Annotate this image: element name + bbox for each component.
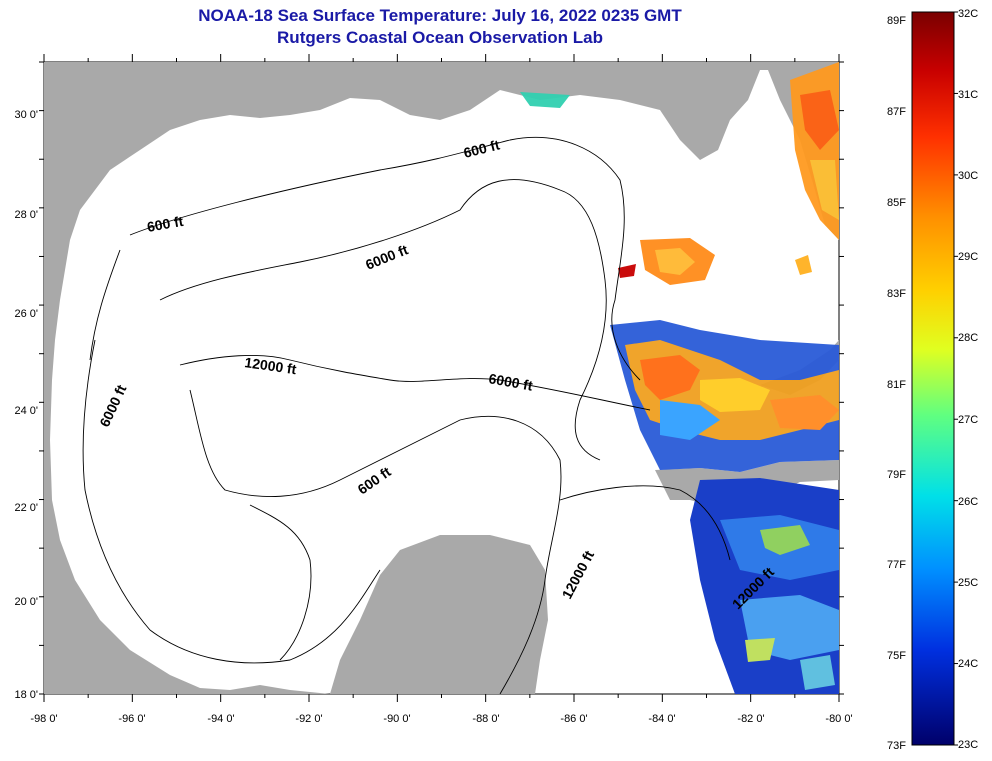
lon-tick-label: -84 0' [648,713,675,725]
temperature-colorbar: 32C 31C 30C 29C 28C 27C 26C 25C 24C 23C … [887,8,978,752]
lat-tick-label: 24 0' [14,405,38,417]
colorbar-fahrenheit-label: 85F [887,197,906,209]
colorbar-celsius-label: 29C [958,251,978,263]
colorbar-celsius-label: 26C [958,496,978,508]
colorbar-fahrenheit-label: 75F [887,650,906,662]
contour-label-6000ft-central: 6000 ft [487,370,534,394]
colorbar-celsius-label: 31C [958,89,978,101]
lat-tick-label: 30 0' [14,109,38,121]
lat-tick-label: 26 0' [14,308,38,320]
lon-tick-label: -82 0' [737,713,764,725]
bathymetry-contours [82,136,731,694]
lat-tick-label: 18 0' [14,689,38,701]
colorbar-fahrenheit-label: 87F [887,106,906,118]
lat-tick-label: 28 0' [14,209,38,221]
north-america-land [44,62,839,694]
lon-tick-label: -86 0' [560,713,587,725]
colorbar-celsius-label: 28C [958,332,978,344]
colorbar-celsius-label: 23C [958,739,978,751]
sst-swath-southeast [690,478,839,694]
colorbar-gradient [911,11,955,746]
sst-swath-east [520,62,839,472]
contour-label-12000ft: 12000 ft [244,354,298,377]
lat-tick-label: 22 0' [14,502,38,514]
colorbar-fahrenheit-label: 83F [887,288,906,300]
lon-tick-label: -94 0' [207,713,234,725]
lon-tick-label: -98 0' [30,713,57,725]
longitude-axis: -98 0' -96 0' -94 0' -92 0' -90 0' -88 0… [30,713,852,725]
map-title: NOAA-18 Sea Surface Temperature: July 16… [198,6,682,25]
colorbar-fahrenheit-label: 73F [887,740,906,752]
lon-tick-label: -88 0' [472,713,499,725]
colorbar-fahrenheit-label: 77F [887,559,906,571]
colorbar-celsius-label: 30C [958,170,978,182]
colorbar-celsius-label: 25C [958,577,978,589]
lon-tick-label: -90 0' [383,713,410,725]
colorbar-celsius-label: 32C [958,8,978,20]
map-subtitle: Rutgers Coastal Ocean Observation Lab [277,28,603,47]
colorbar-fahrenheit-label: 89F [887,15,906,27]
colorbar-celsius-label: 27C [958,414,978,426]
lon-tick-label: -80 0' [825,713,852,725]
yucatan-land [330,535,548,694]
lon-tick-label: -92 0' [295,713,322,725]
latitude-axis: 30 0' 28 0' 26 0' 24 0' 22 0' 20 0' 18 0… [14,109,38,701]
lon-tick-label: -96 0' [118,713,145,725]
contour-label-600ft-west: 600 ft [146,213,185,235]
colorbar-celsius-label: 24C [958,658,978,670]
axis-ticks [39,54,844,702]
colorbar-fahrenheit-label: 81F [887,379,906,391]
colorbar-fahrenheit-label: 79F [887,469,906,481]
lat-tick-label: 20 0' [14,596,38,608]
